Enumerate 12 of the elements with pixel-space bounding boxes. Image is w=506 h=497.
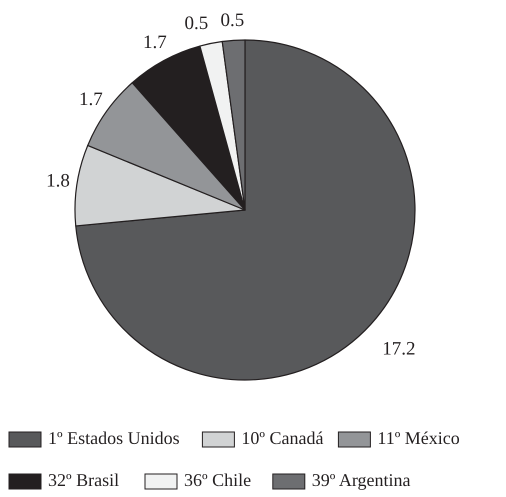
legend-label: 32º Brasil <box>48 470 120 490</box>
data-label: 1.8 <box>46 170 70 192</box>
data-label: 17.2 <box>382 338 416 360</box>
data-label: 0.5 <box>184 13 208 34</box>
data-label: 1.7 <box>143 32 167 54</box>
data-label: 1.7 <box>79 88 103 110</box>
legend-label: 10º Canadá <box>241 428 324 448</box>
legend-label: 1º Estados Unidos <box>48 428 180 448</box>
legend-label: 36º Chile <box>184 470 252 490</box>
data-label: 0.5 <box>220 10 244 31</box>
legend-label: 39º Argentina <box>312 470 411 490</box>
legend-label: 11º México <box>377 428 460 448</box>
